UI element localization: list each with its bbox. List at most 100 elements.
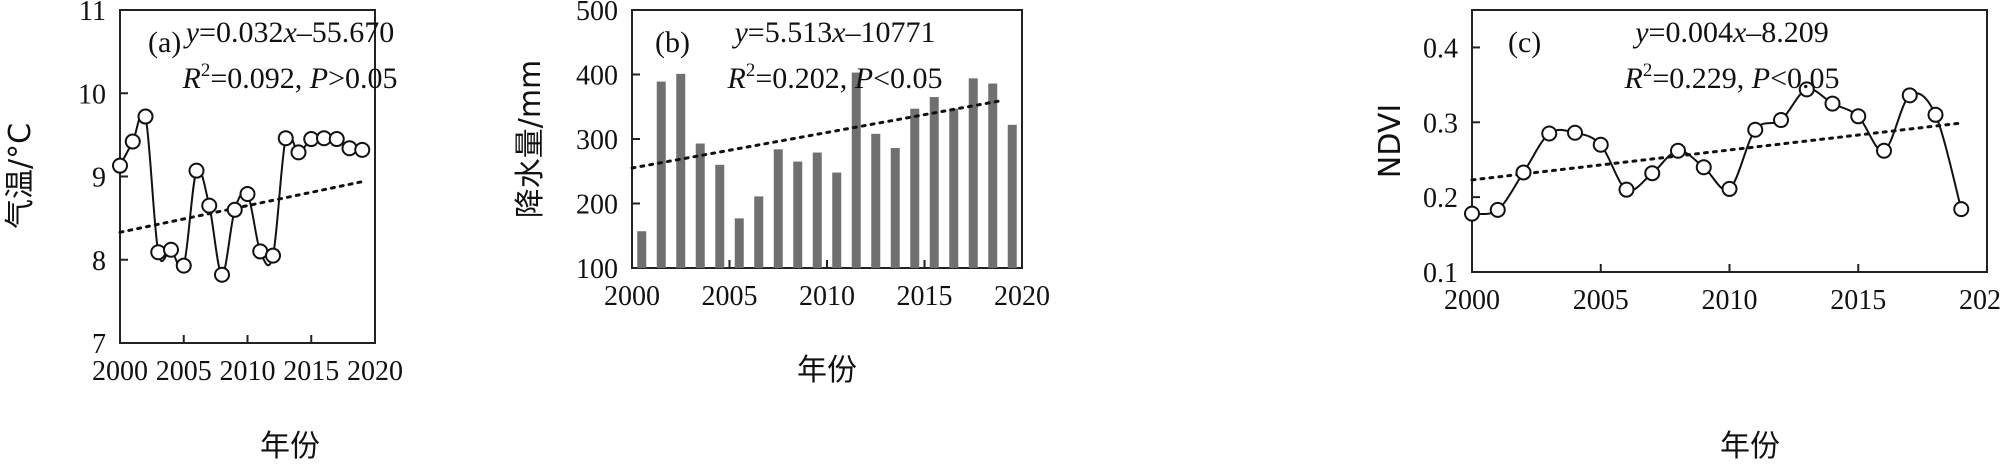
data-point <box>1695 159 1712 176</box>
y-axis-label: NDVI <box>1373 104 1408 178</box>
bar <box>1007 124 1017 268</box>
eq-coef: =5.513 <box>748 16 832 49</box>
eq-y: y <box>183 16 200 49</box>
eq-y: y <box>731 16 748 49</box>
panel-a-temperature: 2000 2005 2010 2015 2020 7 8 9 10 11 (a) y=0.032x… <box>3 0 403 464</box>
trend-line <box>1470 121 1963 182</box>
data-point <box>214 266 230 283</box>
bar <box>637 231 647 268</box>
stat-p: P <box>854 62 873 95</box>
data-point <box>1592 136 1609 153</box>
data-point <box>124 133 141 150</box>
x-tick-label: 2010 <box>799 281 855 312</box>
y-tick-label: 0.4 <box>1423 33 1458 64</box>
y-tick-label: 500 <box>576 0 618 27</box>
x-tick-label: 2015 <box>1830 285 1886 316</box>
y-tick-label: 300 <box>576 125 618 156</box>
data-point <box>1721 180 1738 197</box>
eq-coef: =0.032 <box>199 16 283 49</box>
stat-r-value: =0.092, <box>210 62 309 95</box>
x-tick-label: 2010 <box>220 356 276 387</box>
data-point <box>277 130 294 147</box>
bar <box>968 78 978 269</box>
data-point <box>175 257 192 274</box>
y-tick-label: 9 <box>92 163 106 194</box>
x-tick-label: 2015 <box>897 281 953 312</box>
stat-p: P <box>309 62 328 95</box>
stat-r-sup: 2 <box>746 60 756 81</box>
mark-group <box>112 108 371 283</box>
stat-r: R <box>727 62 746 95</box>
stat-p-value: <0.05 <box>873 62 942 95</box>
y-tick-label: 10 <box>78 79 106 110</box>
stat-r-value: =0.229, <box>1652 62 1751 95</box>
regression-equation: y=0.004x–8.209 <box>1632 16 1829 49</box>
eq-intercept: –55.670 <box>296 16 395 49</box>
bar <box>949 108 959 268</box>
mark-group <box>1464 81 1970 222</box>
panel-label: (b) <box>655 26 690 59</box>
data-point <box>1773 112 1789 129</box>
data-point <box>1927 106 1944 123</box>
bar <box>734 218 744 268</box>
stat-r-sup: 2 <box>201 60 211 81</box>
x-tick-label: 2020 <box>994 281 1050 312</box>
data-point <box>1670 142 1686 159</box>
data-point <box>341 140 358 157</box>
y-tick-label: 100 <box>576 254 618 285</box>
x-tick-label: 2010 <box>1702 285 1758 316</box>
data-point <box>1644 165 1661 182</box>
eq-coef: =0.004 <box>1649 16 1733 49</box>
regression-equation: y=5.513x–10771 <box>731 16 935 49</box>
bar <box>715 164 725 268</box>
bar <box>793 161 803 268</box>
eq-intercept: –10771 <box>845 16 936 49</box>
stat-p: P <box>1751 62 1770 95</box>
tick-group: 2000 2005 2010 2015 2020 0.1 0.2 0.3 0.4 <box>1423 33 2000 316</box>
data-point <box>226 201 243 218</box>
tick-group: 2000 2005 2010 2015 2020 100 200 300 400 500 <box>576 0 1050 312</box>
data-point <box>1953 201 1970 218</box>
y-axis-label: 气温/°C <box>3 123 38 229</box>
data-point <box>239 185 256 202</box>
x-tick-label: 2020 <box>1959 285 2000 316</box>
data-point <box>1464 205 1480 222</box>
y-tick-label: 0.3 <box>1423 108 1458 139</box>
data-point <box>1618 181 1635 198</box>
bar <box>929 97 939 268</box>
bar <box>890 148 900 268</box>
trend-line <box>118 180 364 234</box>
y-tick-label: 400 <box>576 61 618 92</box>
y-tick-label: 11 <box>79 0 106 27</box>
x-tick-label: 2000 <box>604 281 660 312</box>
stat-r-sup: 2 <box>1643 60 1653 81</box>
data-point <box>265 247 281 264</box>
data-point <box>1901 87 1918 104</box>
x-tick-label: 2005 <box>1573 285 1629 316</box>
bar <box>910 108 920 268</box>
plot-frame <box>119 9 376 344</box>
bar <box>773 149 783 268</box>
trend-line <box>630 98 1004 170</box>
stat-p-value: >0.05 <box>328 62 397 95</box>
bar <box>988 83 998 268</box>
stat-r: R <box>1624 62 1643 95</box>
regression-stats: R2=0.202, P<0.05 <box>727 60 943 95</box>
x-tick-label: 2005 <box>702 281 758 312</box>
regression-stats: R2=0.229, P<0.05 <box>1624 60 1840 95</box>
data-point <box>163 241 179 258</box>
y-tick-label: 0.1 <box>1423 258 1458 289</box>
data-point <box>1876 142 1892 159</box>
bar <box>676 73 686 268</box>
x-axis-label: 年份 <box>1720 429 1780 464</box>
stat-r: R <box>182 62 201 95</box>
data-point <box>150 244 167 261</box>
bar <box>832 172 842 268</box>
eq-x: x <box>282 16 297 49</box>
mark-group <box>637 72 1017 269</box>
data-point <box>290 144 307 161</box>
y-axis-label: 降水量/mm <box>513 60 548 219</box>
data-point <box>354 141 371 158</box>
x-tick-label: 2005 <box>156 356 212 387</box>
stat-r-value: =0.202, <box>755 62 854 95</box>
